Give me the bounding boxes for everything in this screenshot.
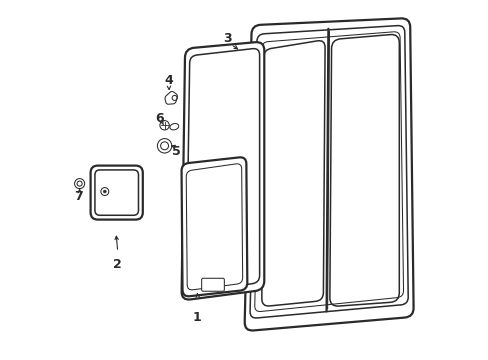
FancyBboxPatch shape: [201, 278, 224, 291]
PathPatch shape: [249, 26, 407, 318]
Circle shape: [157, 139, 171, 153]
PathPatch shape: [244, 18, 413, 330]
Text: 2: 2: [113, 258, 122, 271]
Text: 3: 3: [223, 32, 231, 45]
Text: 7: 7: [74, 190, 83, 203]
PathPatch shape: [181, 157, 247, 296]
Text: 1: 1: [192, 311, 201, 324]
Circle shape: [160, 121, 169, 130]
PathPatch shape: [164, 91, 177, 104]
Circle shape: [103, 190, 106, 193]
Text: 6: 6: [155, 112, 164, 125]
PathPatch shape: [181, 42, 264, 300]
Text: 4: 4: [164, 75, 173, 87]
Circle shape: [75, 179, 84, 189]
PathPatch shape: [90, 166, 142, 220]
Text: 5: 5: [171, 145, 180, 158]
